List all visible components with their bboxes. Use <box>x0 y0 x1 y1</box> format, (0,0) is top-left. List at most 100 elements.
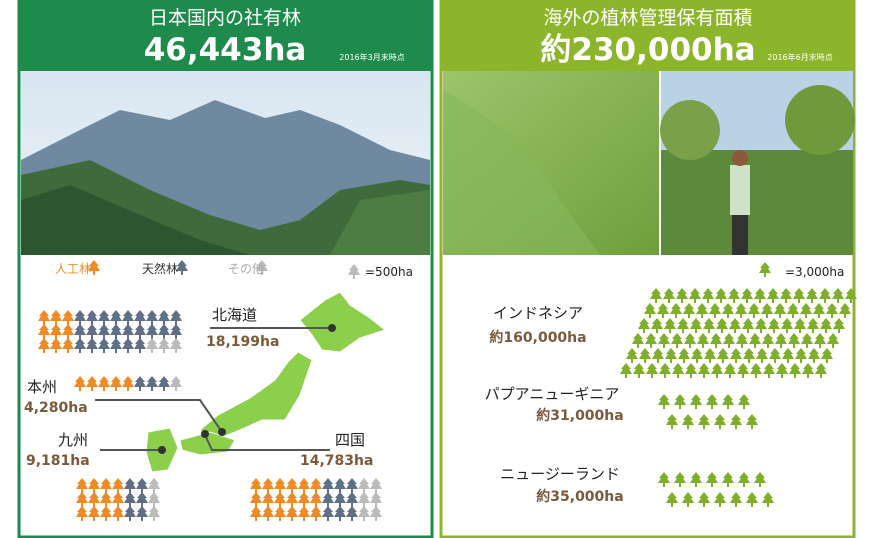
tree-icon <box>262 478 274 493</box>
area: 14,783ha <box>300 453 373 469</box>
tree-icon <box>714 492 726 507</box>
area: 約35,000ha <box>536 488 623 505</box>
tree-icon <box>775 333 787 348</box>
tree-icon <box>250 492 262 507</box>
tree-icon <box>666 414 678 429</box>
region: 本州 <box>27 378 57 396</box>
tree-icon <box>820 318 832 333</box>
tree-icon <box>722 394 734 409</box>
tree-icon <box>348 264 360 279</box>
leader <box>204 434 330 451</box>
tree-icon <box>148 492 160 507</box>
tree-icon <box>664 318 676 333</box>
tree-icon <box>665 348 677 363</box>
tree-icon <box>774 303 786 318</box>
tree-icon <box>780 288 792 303</box>
tree-icon <box>136 506 148 521</box>
leader <box>95 399 223 433</box>
tree-icon <box>776 363 788 378</box>
tree-icon <box>756 348 768 363</box>
tree-icon <box>98 376 110 391</box>
tree-icon <box>98 310 110 325</box>
tree-icon <box>176 260 188 275</box>
tree-icon <box>274 478 286 493</box>
header <box>441 1 854 71</box>
tree-icon <box>676 288 688 303</box>
area: 約31,000ha <box>536 407 623 424</box>
tree-icon <box>730 492 742 507</box>
tree-icon <box>645 333 657 348</box>
tree-icon <box>632 333 644 348</box>
tree-icon <box>723 333 735 348</box>
tree-icon <box>124 506 136 521</box>
tree-icon <box>134 324 146 339</box>
tree-icon <box>74 376 86 391</box>
tree-icon <box>741 288 753 303</box>
tree-icon <box>781 318 793 333</box>
tree-icon <box>110 310 122 325</box>
country: インドネシア <box>493 304 583 322</box>
tree-icon <box>666 492 678 507</box>
tree-icon <box>706 394 718 409</box>
tree-icon <box>310 478 322 493</box>
tree-icon <box>738 472 750 487</box>
tree-icon <box>714 414 726 429</box>
tree-icon <box>806 288 818 303</box>
tree-icon <box>62 338 74 353</box>
area: 4,280ha <box>24 400 88 416</box>
total: 約230,000ha <box>540 32 755 68</box>
tree-icon <box>638 318 650 333</box>
tree-icon <box>286 492 298 507</box>
tree-icon <box>658 394 670 409</box>
tree-icon <box>62 324 74 339</box>
tree-icon <box>370 478 382 493</box>
tree-icon <box>50 310 62 325</box>
tree-icon <box>677 318 689 333</box>
tree-icon <box>122 324 134 339</box>
tree-icon <box>749 333 761 348</box>
tree-icon <box>136 478 148 493</box>
tree-icon <box>709 303 721 318</box>
tree-icon <box>652 348 664 363</box>
tree-icon <box>815 363 827 378</box>
tree-icon <box>755 318 767 333</box>
tree-icon <box>793 288 805 303</box>
tree-icon <box>795 348 807 363</box>
dot <box>201 430 209 438</box>
tree-icon <box>748 303 760 318</box>
tree-icon <box>690 394 702 409</box>
tree-icon <box>88 478 100 493</box>
tree-icon <box>691 348 703 363</box>
unit: =500ha <box>365 265 413 279</box>
tree-icon <box>170 376 182 391</box>
tree-icon <box>717 348 729 363</box>
tree-icon <box>730 414 742 429</box>
tree-icon <box>698 363 710 378</box>
tree-icon <box>86 310 98 325</box>
legend: 天然林 <box>142 261 178 276</box>
tree-icon <box>659 363 671 378</box>
tree-icon <box>782 348 794 363</box>
tree-icon <box>370 492 382 507</box>
tree-icon <box>670 303 682 318</box>
tree-icon <box>110 324 122 339</box>
tree-icon <box>98 338 110 353</box>
tree-icon <box>62 310 74 325</box>
tree-icon <box>690 472 702 487</box>
tree-icon <box>124 478 136 493</box>
tree-icon <box>722 303 734 318</box>
tree-icon <box>657 303 669 318</box>
tree-icon <box>86 376 98 391</box>
tree-icon <box>788 333 800 348</box>
tree-icon <box>746 492 758 507</box>
tree-icon <box>639 348 651 363</box>
tree-icon <box>158 310 170 325</box>
tree-icon <box>298 478 310 493</box>
tree-icon <box>697 333 709 348</box>
tree-icon <box>262 506 274 521</box>
dot <box>328 324 336 332</box>
tree-icon <box>839 303 851 318</box>
dot <box>218 428 226 436</box>
tree-icon <box>110 376 122 391</box>
tree-icon <box>334 478 346 493</box>
